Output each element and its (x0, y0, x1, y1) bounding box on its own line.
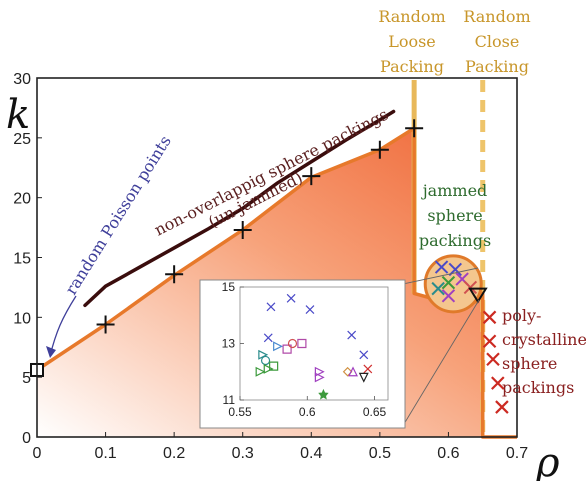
poisson-arrowhead (46, 346, 56, 358)
inset-point (359, 350, 369, 360)
rcp-label: Random Close Packing (463, 7, 530, 76)
jammed-marker (434, 260, 449, 274)
svg-text:Random: Random (378, 7, 445, 26)
svg-text:Random: Random (463, 7, 530, 26)
y-tick-label: 10 (13, 310, 31, 327)
plus-marker (233, 220, 252, 239)
x-tick-label: 0.2 (163, 445, 185, 462)
inset-point (314, 372, 325, 383)
svg-text:crystalline: crystalline (502, 330, 586, 349)
x-axis-label: ρ (535, 440, 560, 481)
svg-text:Packing: Packing (380, 57, 444, 76)
inset-y-tick-label: 13 (222, 337, 236, 351)
inset-point (255, 366, 266, 377)
jammed-marker (441, 275, 456, 290)
inset-point (263, 363, 274, 374)
inset-point (297, 338, 307, 349)
inset-connector (403, 299, 480, 425)
svg-text:Packing: Packing (465, 57, 529, 76)
x-tick-label: 0.6 (437, 445, 459, 462)
inset-point (358, 372, 369, 383)
inset-point (273, 341, 284, 352)
rlp-label: Random Loose Packing (378, 7, 445, 76)
jammed-marker (463, 280, 478, 295)
unjammed-curve (83, 109, 396, 308)
inset-point (287, 338, 298, 349)
inset: 0.55 0.6 0.65 11 13 15 (199, 267, 480, 429)
inset-point (318, 388, 329, 400)
x-tick-label: 0 (33, 445, 42, 462)
x-tick-label: 0.3 (232, 445, 254, 462)
y-tick-label: 30 (13, 71, 31, 88)
inset-point (269, 361, 279, 371)
poly-marker (491, 376, 505, 390)
svg-text:packings: packings (502, 378, 574, 397)
y-tick-label: 20 (13, 191, 31, 208)
x-tick-label: 0.5 (369, 445, 391, 462)
plus-marker (302, 167, 321, 186)
inset-x-tick-label: 0.6 (299, 405, 316, 419)
y-axis-label: k (6, 92, 30, 138)
plus-marker (370, 140, 389, 159)
jammed-label: jammed sphere packings (419, 181, 491, 250)
inset-point (314, 366, 325, 377)
inset-point (348, 366, 358, 377)
inset-point (342, 366, 353, 377)
poisson-label: random Poisson points (61, 132, 175, 298)
inset-y-tick-label: 11 (223, 393, 236, 407)
inset-point (266, 302, 276, 312)
x-tick-label: 0.4 (300, 445, 322, 462)
plus-marker (96, 315, 115, 334)
svg-text:poly-: poly- (502, 306, 541, 325)
poly-marker (482, 334, 497, 349)
inset-x-tick-label: 0.65 (363, 405, 387, 419)
y-tick-label: 0 (22, 430, 31, 447)
svg-text:packings: packings (419, 231, 491, 250)
poly-label: poly- crystalline sphere packings (502, 306, 586, 397)
inset-point (260, 355, 271, 366)
x-tick-label: 0.1 (94, 445, 116, 462)
x-tick-label: 0.7 (506, 445, 528, 462)
y-tick-label: 15 (13, 251, 31, 268)
inset-point (363, 364, 373, 374)
jammed-marker (441, 289, 456, 303)
plus-marker (165, 265, 184, 284)
inset-point (305, 305, 315, 315)
inset-point (263, 333, 273, 343)
inset-x-tick-label: 0.55 (228, 405, 252, 419)
jammed-marker (431, 281, 445, 296)
svg-text:sphere: sphere (502, 354, 557, 373)
y-tick-label: 25 (13, 131, 31, 148)
plus-marker (405, 119, 424, 138)
inset-plot-area (239, 286, 389, 401)
rcp-marker (468, 287, 488, 304)
svg-text:jammed: jammed (421, 181, 488, 200)
inset-point (347, 330, 357, 340)
poly-marker (482, 310, 497, 325)
inset-point (286, 293, 296, 303)
inset-y-tick-label: 15 (222, 280, 236, 294)
svg-text:Close: Close (475, 32, 520, 51)
svg-text:sphere: sphere (427, 206, 482, 225)
y-tick-label: 5 (22, 370, 31, 387)
svg-text:Loose: Loose (388, 32, 436, 51)
poly-marker (486, 352, 500, 366)
poly-marker (495, 400, 509, 414)
